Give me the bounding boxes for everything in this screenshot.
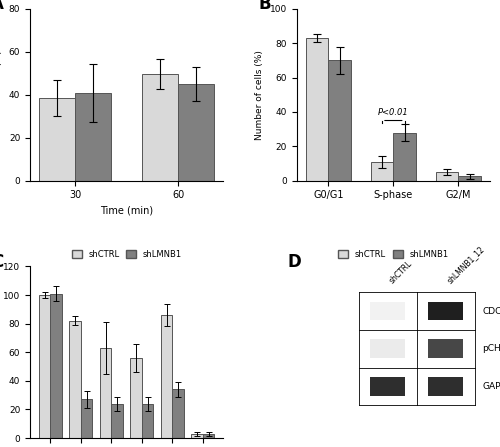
FancyBboxPatch shape — [428, 302, 463, 320]
Bar — [130, 358, 142, 438]
Bar — [112, 404, 123, 438]
Bar — [203, 434, 214, 438]
Bar — [70, 321, 81, 438]
Bar — [39, 295, 50, 438]
Bar — [75, 93, 111, 181]
FancyBboxPatch shape — [370, 302, 405, 320]
Bar — [142, 404, 154, 438]
FancyBboxPatch shape — [370, 377, 405, 396]
Bar — [50, 294, 62, 438]
Bar — [436, 172, 458, 181]
Text: shLMNB1_12: shLMNB1_12 — [446, 245, 486, 285]
Legend: shCTRL, shLMNB1: shCTRL, shLMNB1 — [335, 247, 452, 262]
Bar — [192, 434, 203, 438]
FancyBboxPatch shape — [428, 377, 463, 396]
FancyBboxPatch shape — [428, 339, 463, 358]
Bar — [306, 38, 328, 181]
Bar — [328, 60, 351, 181]
Legend: shCTRL, shLMNB1: shCTRL, shLMNB1 — [68, 247, 185, 262]
Bar — [370, 162, 394, 181]
Bar — [394, 132, 416, 181]
Text: C: C — [0, 253, 4, 271]
Bar — [161, 315, 172, 438]
Text: CDC6: CDC6 — [482, 307, 500, 316]
Bar — [178, 84, 214, 181]
Bar — [39, 98, 75, 181]
X-axis label: Time (min): Time (min) — [100, 206, 153, 216]
Bar — [100, 348, 112, 438]
Text: GAPDH: GAPDH — [482, 382, 500, 391]
Y-axis label: Number of cells (%): Number of cells (%) — [0, 50, 3, 140]
Text: shCTRL: shCTRL — [388, 259, 414, 285]
Text: P<0.01: P<0.01 — [378, 108, 408, 117]
Bar — [172, 389, 184, 438]
Bar — [81, 400, 92, 438]
Text: B: B — [258, 0, 270, 13]
FancyBboxPatch shape — [370, 339, 405, 358]
Bar — [458, 176, 481, 181]
Y-axis label: Number of cells (%): Number of cells (%) — [255, 50, 264, 140]
Text: pCHK1: pCHK1 — [482, 344, 500, 353]
Text: D: D — [287, 253, 301, 271]
Bar — [142, 74, 178, 181]
Text: A: A — [0, 0, 4, 13]
